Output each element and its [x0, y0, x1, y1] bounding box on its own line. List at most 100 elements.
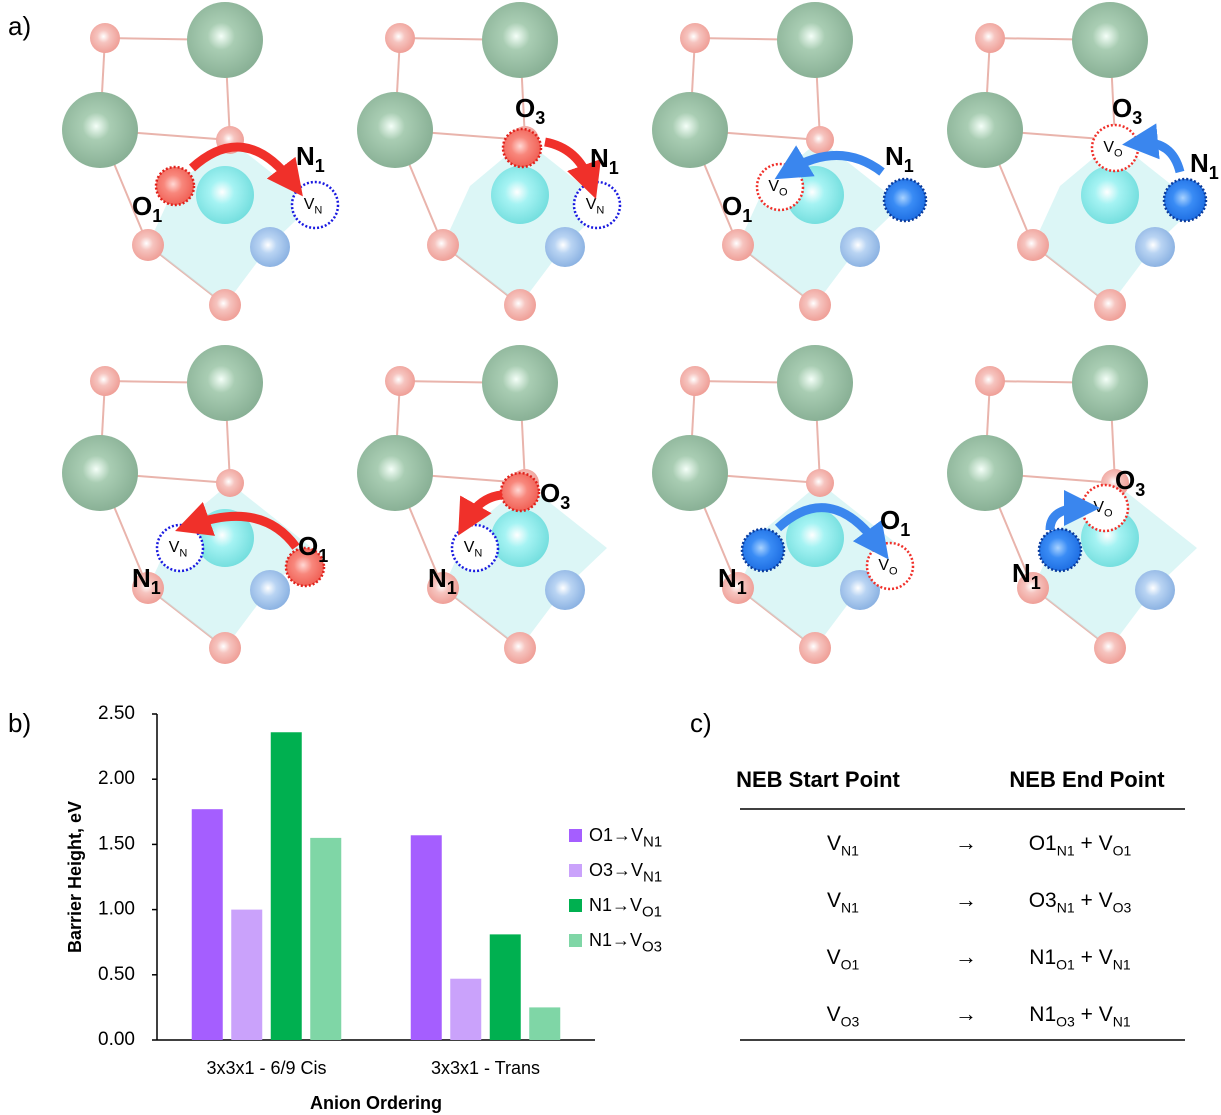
site-label-sub: 1 — [904, 156, 914, 176]
site-label: N1 — [1190, 148, 1219, 183]
table-cell-sub: O3 — [1056, 1013, 1075, 1029]
site-label-text: N — [296, 141, 315, 171]
table-cell-text: N1 — [1029, 946, 1056, 969]
moving-atom — [742, 529, 784, 571]
moving-atom — [501, 473, 539, 511]
site-label-text: O — [1115, 465, 1135, 495]
bar — [231, 910, 262, 1040]
site-label-sub: 1 — [151, 578, 161, 598]
site-label: N1 — [296, 141, 325, 176]
table-arrow: → — [955, 887, 977, 912]
legend-label: N1→VO1 — [589, 895, 662, 921]
site-label-sub: 1 — [900, 520, 910, 540]
table-cell-text: V — [827, 1003, 841, 1026]
y-tick-label: 2.50 — [98, 703, 135, 724]
table-cell-text: O3 — [1029, 889, 1057, 912]
site-label: O3 — [1115, 465, 1145, 500]
vacancy-label-text: V — [1093, 499, 1104, 516]
structure: VNO1N1 — [62, 2, 338, 321]
legend-swatch — [569, 864, 582, 877]
bar-chart: 0.000.501.001.502.002.503x3x1 - 6/9 Cis3… — [65, 703, 662, 1113]
site-label-text: N — [590, 143, 609, 173]
site-label-sub: 1 — [152, 206, 162, 226]
site-label-sub: 1 — [742, 206, 752, 226]
site-label-sub: 1 — [447, 578, 457, 598]
site-label: N1 — [885, 141, 914, 176]
moving-atom — [156, 167, 194, 205]
vacancy-label-sub: O — [889, 566, 898, 578]
table-cell-text: O1 — [1029, 832, 1057, 855]
site-label-text: N — [885, 141, 904, 171]
x-tick-label: 3x3x1 - Trans — [431, 1058, 540, 1078]
site-label: O1 — [880, 505, 910, 540]
site-label: O1 — [722, 191, 752, 226]
site-label-text: N — [132, 563, 151, 593]
panel-label: c) — [690, 708, 712, 738]
bar — [411, 835, 442, 1040]
bar — [490, 934, 521, 1040]
structure: VNO3N1 — [357, 2, 620, 321]
site-label-text: O — [722, 191, 742, 221]
moving-atom — [1039, 529, 1081, 571]
structure: VOO3 N1 — [947, 345, 1197, 664]
site-label: N1 — [590, 143, 619, 178]
site-label-text: N — [1012, 558, 1031, 588]
legend-swatch — [569, 829, 582, 842]
bar — [450, 979, 481, 1040]
legend-label: O3→VN1 — [589, 860, 662, 886]
y-axis-title: Barrier Height, eV — [65, 801, 85, 953]
vacancy-label-sub: O — [779, 187, 788, 199]
site-label-text: O — [540, 478, 560, 508]
figure: a) b) c) VNO1N1VNO3N1VON1O1VOO3N1VNO1N1V… — [0, 0, 1221, 1115]
bar — [310, 838, 341, 1040]
legend-label-sub: N1 — [643, 833, 662, 850]
legend-label-sub: O3 — [642, 938, 662, 955]
y-tick-label: 0.50 — [98, 964, 135, 985]
vacancy-label-text: V — [768, 178, 779, 195]
vacancy-label-text: V — [464, 539, 475, 556]
table-arrow: → — [955, 944, 977, 969]
site-label-sub: 1 — [318, 546, 328, 566]
bar — [529, 1007, 560, 1040]
table-header: NEB Start Point — [736, 767, 900, 792]
legend-label-text: N1→V — [589, 895, 642, 915]
table-cell: N1O1 + VN1 — [1029, 946, 1131, 973]
table-cell-text: V — [827, 946, 841, 969]
site-label-text: N — [428, 563, 447, 593]
vacancy-label-text: V — [878, 557, 889, 574]
site-label: N1 — [1012, 558, 1041, 593]
site-label-text: O — [132, 191, 152, 221]
site-label-text: O — [515, 93, 535, 123]
site-label-text: N — [718, 563, 737, 593]
site-label-text: O — [298, 531, 318, 561]
site-label-sub: 1 — [315, 156, 325, 176]
bar — [192, 809, 223, 1040]
table-cell: N1O3 + VN1 — [1029, 1003, 1131, 1030]
structure-base — [652, 345, 902, 664]
moving-atom — [503, 129, 541, 167]
panel-label: b) — [8, 708, 31, 738]
site-label-text: O — [880, 505, 900, 535]
table-cell-text: + V — [1075, 889, 1113, 912]
site-label-sub: 1 — [737, 578, 747, 598]
table-cell-sub: N1 — [1057, 842, 1075, 858]
vacancy-label-sub: O — [1114, 148, 1123, 160]
vacancy-label-sub: N — [179, 548, 187, 560]
table-cell-text: V — [827, 832, 841, 855]
site-label-sub: 3 — [535, 108, 545, 128]
site-label-sub: 3 — [1132, 108, 1142, 128]
site-label-sub: 1 — [609, 158, 619, 178]
table-cell-sub: O3 — [1113, 899, 1132, 915]
site-label-sub: 1 — [1209, 163, 1219, 183]
x-tick-label: 3x3x1 - 6/9 Cis — [206, 1058, 326, 1078]
site-label-sub: 3 — [1135, 480, 1145, 500]
table-cell-text: + V — [1075, 832, 1113, 855]
structure-base — [357, 2, 607, 321]
table-arrow: → — [955, 1001, 977, 1026]
page: a) b) c) VNO1N1VNO3N1VON1O1VOO3N1VNO1N1V… — [0, 0, 1221, 1115]
site-label: O3 — [1112, 93, 1142, 128]
table-cell-sub: N1 — [1057, 899, 1075, 915]
